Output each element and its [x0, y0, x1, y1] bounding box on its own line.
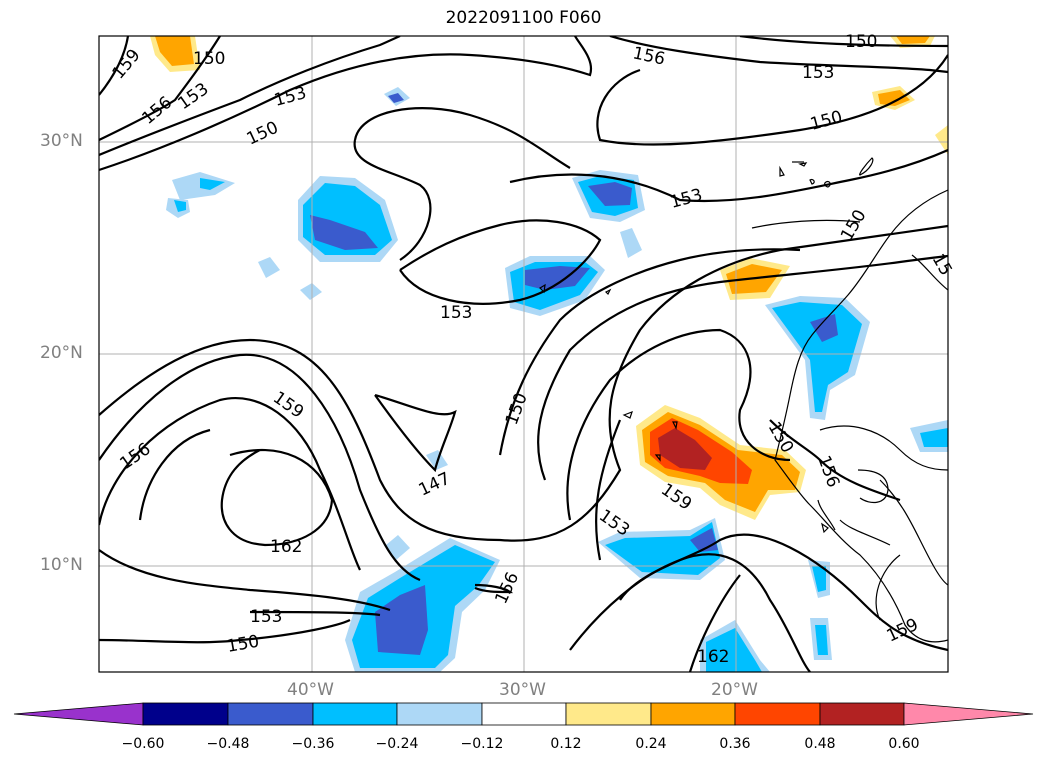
colorbar-extend-max — [903, 702, 1034, 726]
coastlines — [539, 157, 948, 643]
lon-label: 20°W — [711, 680, 758, 700]
contour-label: 150 — [225, 632, 260, 657]
contour-label: 150 — [502, 390, 532, 427]
colorbar-swatch — [650, 702, 736, 726]
lat-label: 30°N — [40, 131, 83, 151]
colorbar-tick-label: 0.36 — [719, 736, 751, 752]
contour-label: 159 — [269, 388, 307, 423]
contour-label: 150 — [845, 32, 877, 52]
map-frame — [98, 35, 949, 673]
colorbar-extend-min — [13, 702, 144, 726]
colorbar-tick-label: −0.60 — [121, 736, 165, 752]
contour-label: 156 — [813, 453, 843, 490]
lat-label: 10°N — [40, 555, 83, 575]
contour-label: 156 — [116, 439, 154, 474]
contour-label: 150 — [193, 49, 225, 69]
lon-label: 40°W — [287, 680, 334, 700]
contour-label: 159 — [109, 45, 145, 83]
colorbar-swatch — [396, 702, 483, 726]
contour-label: 159 — [884, 615, 922, 647]
shaded-anomaly-field — [150, 36, 948, 672]
lat-label: 20°N — [40, 343, 83, 363]
contour-label: 153 — [668, 185, 705, 213]
contour-label: 153 — [802, 63, 834, 83]
colorbar-swatch — [227, 702, 314, 726]
colorbar-swatch — [565, 702, 652, 726]
contour-label: 162 — [697, 647, 729, 667]
contour-label: 153 — [272, 83, 309, 111]
graticule — [99, 36, 948, 672]
lon-label: 30°W — [499, 680, 546, 700]
colorbar-swatch — [819, 702, 905, 726]
contour-label: 162 — [270, 537, 302, 557]
colorbar-tick-label: −0.24 — [375, 736, 419, 752]
colorbar — [13, 702, 1034, 726]
contour-label: 147 — [416, 469, 454, 501]
contour-label: 156 — [491, 569, 523, 607]
colorbar-tick-label: −0.48 — [206, 736, 250, 752]
colorbar-tick-label: 0.12 — [550, 736, 582, 752]
colorbar-tick-label: 0.48 — [804, 736, 836, 752]
contour-label: 153 — [250, 607, 282, 627]
colorbar-tick-label: −0.12 — [460, 736, 504, 752]
colorbar-swatch — [142, 702, 229, 726]
contour-label: 153 — [174, 79, 212, 114]
colorbar-swatch — [734, 702, 821, 726]
colorbar-tick-label: −0.36 — [291, 736, 335, 752]
height-contours — [99, 36, 948, 672]
colorbar-tick-label: 0.60 — [888, 736, 920, 752]
contour-label: 156 — [138, 93, 176, 129]
contour-label: 150 — [808, 107, 845, 135]
colorbar-tick-label: 0.24 — [635, 736, 667, 752]
colorbar-swatch — [481, 702, 567, 726]
colorbar-swatch — [312, 702, 398, 726]
map-title: 2022091100 F060 — [445, 8, 602, 28]
contour-label: 153 — [440, 303, 472, 323]
contour-label: 150 — [244, 118, 282, 150]
